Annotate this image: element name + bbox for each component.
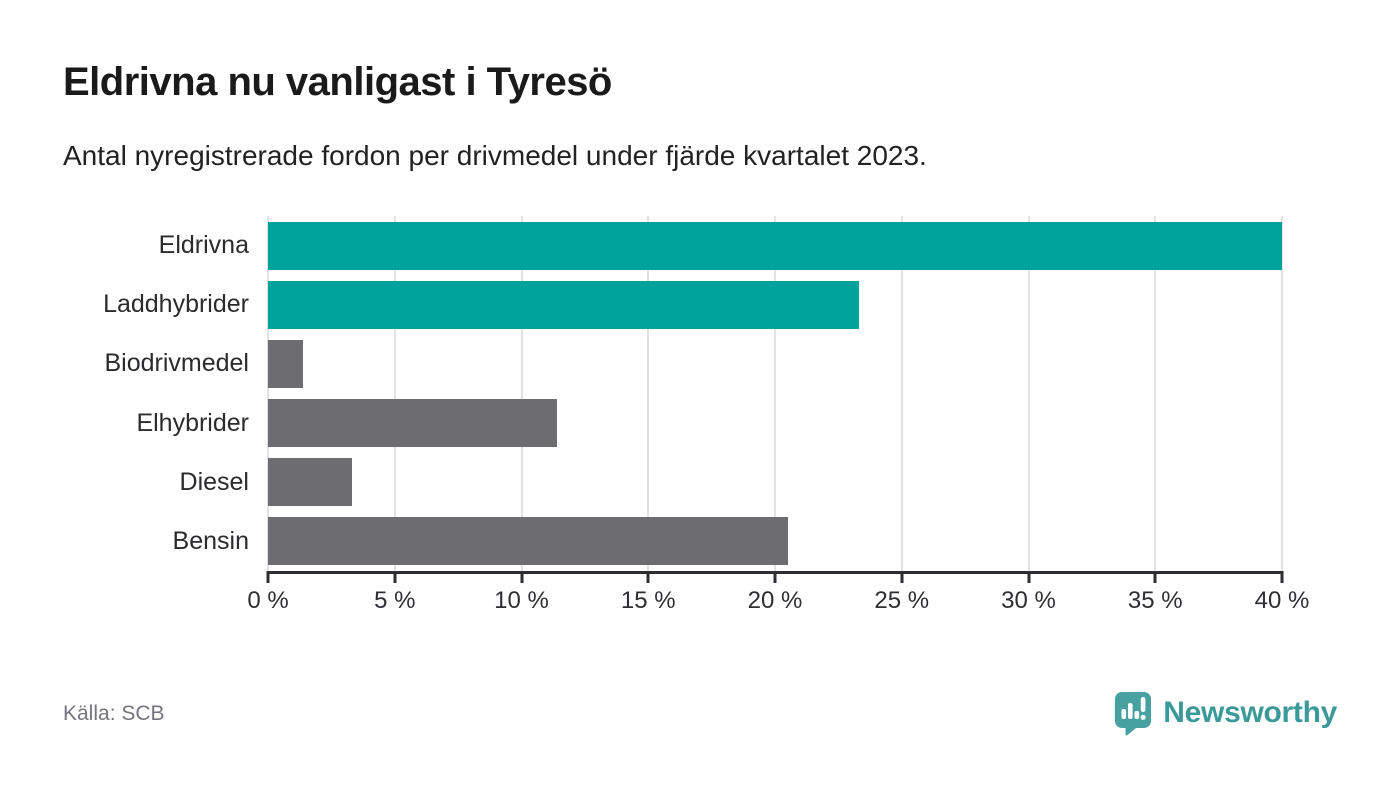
category-label: Elhybrider: [136, 408, 249, 437]
bar: [268, 517, 788, 566]
gridline: [520, 216, 523, 571]
category-label: Laddhybrider: [103, 290, 249, 319]
gridline: [1281, 216, 1283, 571]
bar: [268, 339, 304, 388]
source-note: Källa: SCB: [63, 702, 165, 725]
axis-tick: [900, 571, 904, 583]
x-axis: 0 % 5 % 10 % 15 % 20 % 25 % 30 % 35 % 40 %: [247, 571, 1309, 614]
category-label: Eldrivna: [158, 231, 249, 260]
gridline: [1154, 216, 1157, 571]
gridline: [1027, 216, 1030, 571]
axis-tick: [773, 571, 777, 583]
gridline: [267, 216, 269, 571]
axis-tick-label: 20 %: [747, 587, 803, 614]
newsworthy-logo: Newsworthy: [1113, 690, 1337, 736]
bar-track: [268, 221, 1282, 270]
bar-row: Biodrivmedel: [63, 334, 1282, 393]
category-label: Bensin: [172, 526, 249, 555]
category-label: Diesel: [179, 467, 249, 496]
newsworthy-logo-icon: [1115, 692, 1152, 736]
bar-row: Diesel: [63, 453, 1282, 512]
axis-tick-label: 0 %: [247, 587, 289, 614]
axis-tick-label: 25 %: [874, 587, 930, 614]
bar: [268, 458, 352, 507]
bar-track: [268, 339, 1282, 388]
bar: [268, 280, 859, 329]
chart-subtitle: Antal nyregistrerade fordon per drivmede…: [63, 140, 927, 171]
gridline: [900, 216, 903, 571]
bar-track: [268, 280, 1282, 329]
axis-tick: [1153, 571, 1157, 583]
axis-tick-label: 40 %: [1254, 587, 1310, 614]
gridline: [647, 216, 650, 571]
axis-tick-label: 10 %: [494, 587, 549, 614]
bar-row: Eldrivna: [63, 216, 1282, 275]
axis-tick: [393, 571, 397, 583]
category-label: Biodrivmedel: [104, 349, 249, 378]
axis-tick: [646, 571, 650, 583]
bar-track: [268, 399, 1282, 448]
axis-tick-label: 15 %: [620, 587, 676, 614]
bar-row: Laddhybrider: [63, 275, 1282, 334]
bar-row: Elhybrider: [63, 394, 1282, 453]
axis-tick-label: 5 %: [374, 587, 416, 614]
chart-title: Eldrivna nu vanligast i Tyresö: [63, 60, 612, 104]
axis-tick: [1280, 571, 1284, 583]
bar-track: [268, 517, 1282, 566]
gridline: [393, 216, 396, 571]
bar: [268, 221, 1282, 270]
bar: [268, 399, 557, 448]
newsworthy-logo-text: Newsworthy: [1163, 696, 1337, 729]
axis-tick-label: 30 %: [1001, 587, 1056, 614]
bar-row: Bensin: [63, 512, 1282, 571]
bar-rows: Eldrivna Laddhybrider Biodrivmedel Elhybrid…: [63, 216, 1282, 571]
axis-tick: [266, 571, 270, 583]
axis-tick: [1027, 571, 1030, 583]
axis-tick-label: 35 %: [1127, 587, 1183, 614]
gridlines: [267, 216, 1283, 571]
bar-chart: Eldrivna Laddhybrider Biodrivmedel Elhybrid…: [63, 216, 1309, 614]
axis-tick: [520, 571, 523, 583]
gridline: [774, 216, 776, 571]
bar-track: [268, 458, 1282, 507]
